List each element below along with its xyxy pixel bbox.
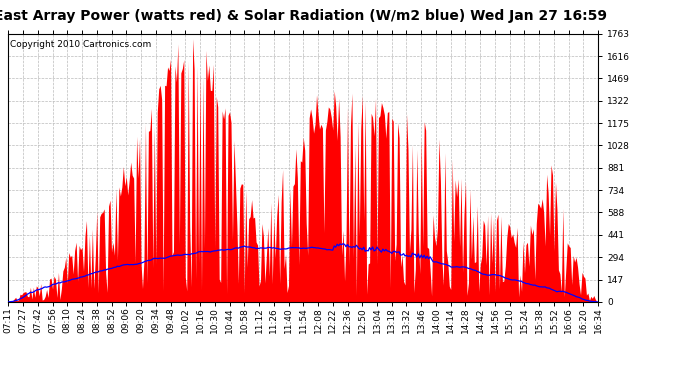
Text: Copyright 2010 Cartronics.com: Copyright 2010 Cartronics.com — [10, 40, 151, 50]
Text: East Array Power (watts red) & Solar Radiation (W/m2 blue) Wed Jan 27 16:59: East Array Power (watts red) & Solar Rad… — [0, 9, 607, 23]
